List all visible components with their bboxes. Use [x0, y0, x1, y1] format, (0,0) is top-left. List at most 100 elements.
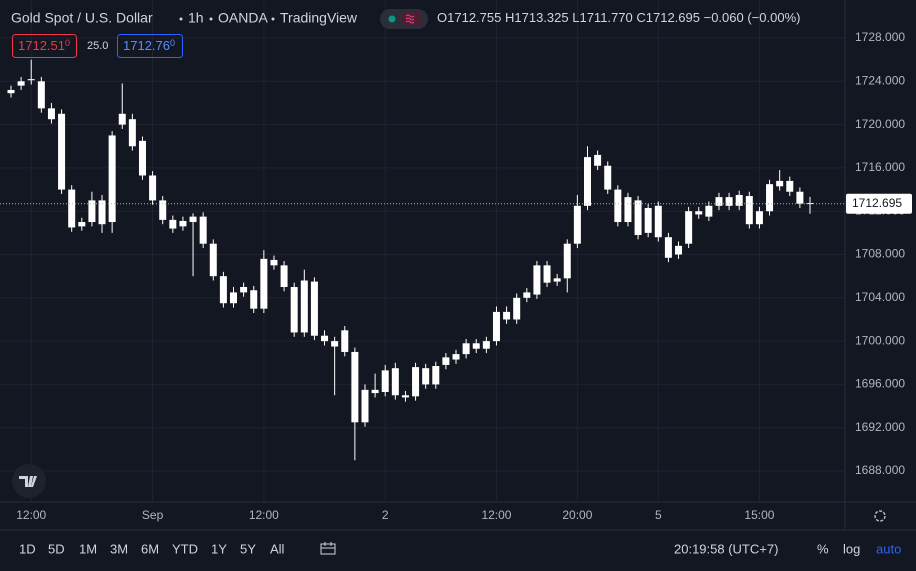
candle-body: [675, 245, 683, 255]
candle-body: [472, 343, 480, 349]
candle-body: [796, 191, 804, 204]
range-button[interactable]: 3M: [110, 541, 128, 556]
candle-body: [98, 200, 106, 225]
candle-body: [47, 108, 55, 120]
logo-glyph: [19, 476, 37, 487]
y-tick-label: 1708.000: [855, 247, 905, 261]
ohlc-label: C: [636, 10, 645, 25]
candle-body: [240, 286, 248, 293]
candle-body: [442, 357, 450, 365]
y-tick-label: 1724.000: [855, 73, 905, 87]
settings-icon[interactable]: [874, 510, 886, 522]
candle-body: [37, 81, 45, 109]
candle-body: [230, 292, 238, 304]
separator: [271, 17, 275, 21]
candle-body: [391, 368, 399, 396]
spread: 25.0: [87, 40, 108, 52]
range-button[interactable]: YTD: [172, 541, 198, 556]
candle-body: [68, 189, 76, 228]
candle-body: [482, 341, 490, 349]
y-tick-label: 1688.000: [855, 463, 905, 477]
separator: [209, 17, 213, 21]
range-button[interactable]: 6M: [141, 541, 159, 556]
change: −0.060 (−0.00%): [704, 10, 801, 25]
ohlc-value: 1712.695: [646, 10, 700, 25]
candle-body: [351, 351, 359, 423]
candle-body: [260, 258, 268, 309]
logo[interactable]: [12, 464, 46, 498]
candle-body: [412, 367, 420, 397]
candle-body: [331, 341, 339, 347]
candle-body: [138, 140, 146, 176]
ohlc-value: 1713.325: [514, 10, 568, 25]
candle-body: [503, 311, 511, 320]
candle-body: [270, 259, 278, 266]
candle-body: [381, 370, 389, 393]
candle-body: [776, 180, 784, 187]
candle-body: [563, 243, 571, 279]
candle-body: [513, 297, 521, 320]
indicator-icon[interactable]: [402, 12, 422, 26]
range-button[interactable]: All: [270, 541, 285, 556]
x-tick-label: 12:00: [16, 508, 46, 522]
candle-body: [523, 292, 531, 298]
y-tick-label: 1700.000: [855, 333, 905, 347]
candle-body: [321, 335, 329, 342]
candle-body: [250, 290, 258, 309]
separator: [179, 17, 183, 21]
clock: 20:19:58 (UTC+7): [674, 541, 778, 556]
candle-body: [766, 184, 774, 212]
candle-body: [290, 286, 298, 333]
candle-body: [452, 354, 460, 360]
x-tick-label: 12:00: [481, 508, 511, 522]
candle-body: [149, 175, 157, 201]
y-tick-label: 1716.000: [855, 160, 905, 174]
last-price-tag: [846, 193, 912, 214]
candle-body: [492, 311, 500, 342]
ohlc-value: 1712.755: [447, 10, 501, 25]
candle-body: [543, 265, 551, 283]
range-button[interactable]: 5D: [48, 541, 65, 556]
buy-pip: 0: [170, 38, 175, 48]
sell-price-main: 1712.51: [18, 38, 65, 53]
candle-body: [583, 157, 591, 206]
candle-body: [634, 200, 642, 236]
sell-price: 1712.510: [18, 38, 70, 53]
candle-body: [179, 220, 187, 227]
auto-toggle[interactable]: auto: [876, 541, 901, 556]
y-tick-label: 1720.000: [855, 117, 905, 131]
y-tick-label: 1704.000: [855, 290, 905, 304]
ohlc: O1712.755 H1713.325 L1711.770 C1712.695 …: [437, 10, 800, 25]
candle-body: [755, 211, 763, 225]
x-tick-label: 5: [655, 508, 662, 522]
candle-body: [644, 207, 652, 233]
range-button[interactable]: 1Y: [211, 541, 227, 556]
candle-body: [300, 280, 308, 333]
candle-body: [401, 395, 409, 398]
candle-body: [604, 165, 612, 190]
range-button[interactable]: 1D: [19, 541, 36, 556]
sell-button[interactable]: [12, 34, 77, 58]
candle-body: [462, 343, 470, 355]
candle-body: [219, 276, 227, 304]
candle-body: [432, 366, 440, 385]
indicator-glyph: [405, 14, 415, 24]
candle-body: [118, 113, 126, 125]
candle-body: [27, 79, 35, 81]
candle-body: [725, 197, 733, 206]
ohlc-label: O: [437, 10, 447, 25]
y-tick-label: 1692.000: [855, 420, 905, 434]
candle-body: [58, 113, 66, 190]
candle-body: [695, 211, 703, 215]
date-range-icon[interactable]: [320, 542, 336, 555]
log-toggle[interactable]: log: [843, 541, 860, 556]
candle-body: [159, 200, 167, 220]
buy-button[interactable]: [117, 34, 183, 58]
market-status: [388, 15, 396, 23]
range-button[interactable]: 5Y: [240, 541, 256, 556]
candle-body: [786, 180, 794, 192]
range-button[interactable]: 1M: [79, 541, 97, 556]
percent-toggle[interactable]: %: [817, 541, 829, 556]
candle-body: [705, 205, 713, 217]
